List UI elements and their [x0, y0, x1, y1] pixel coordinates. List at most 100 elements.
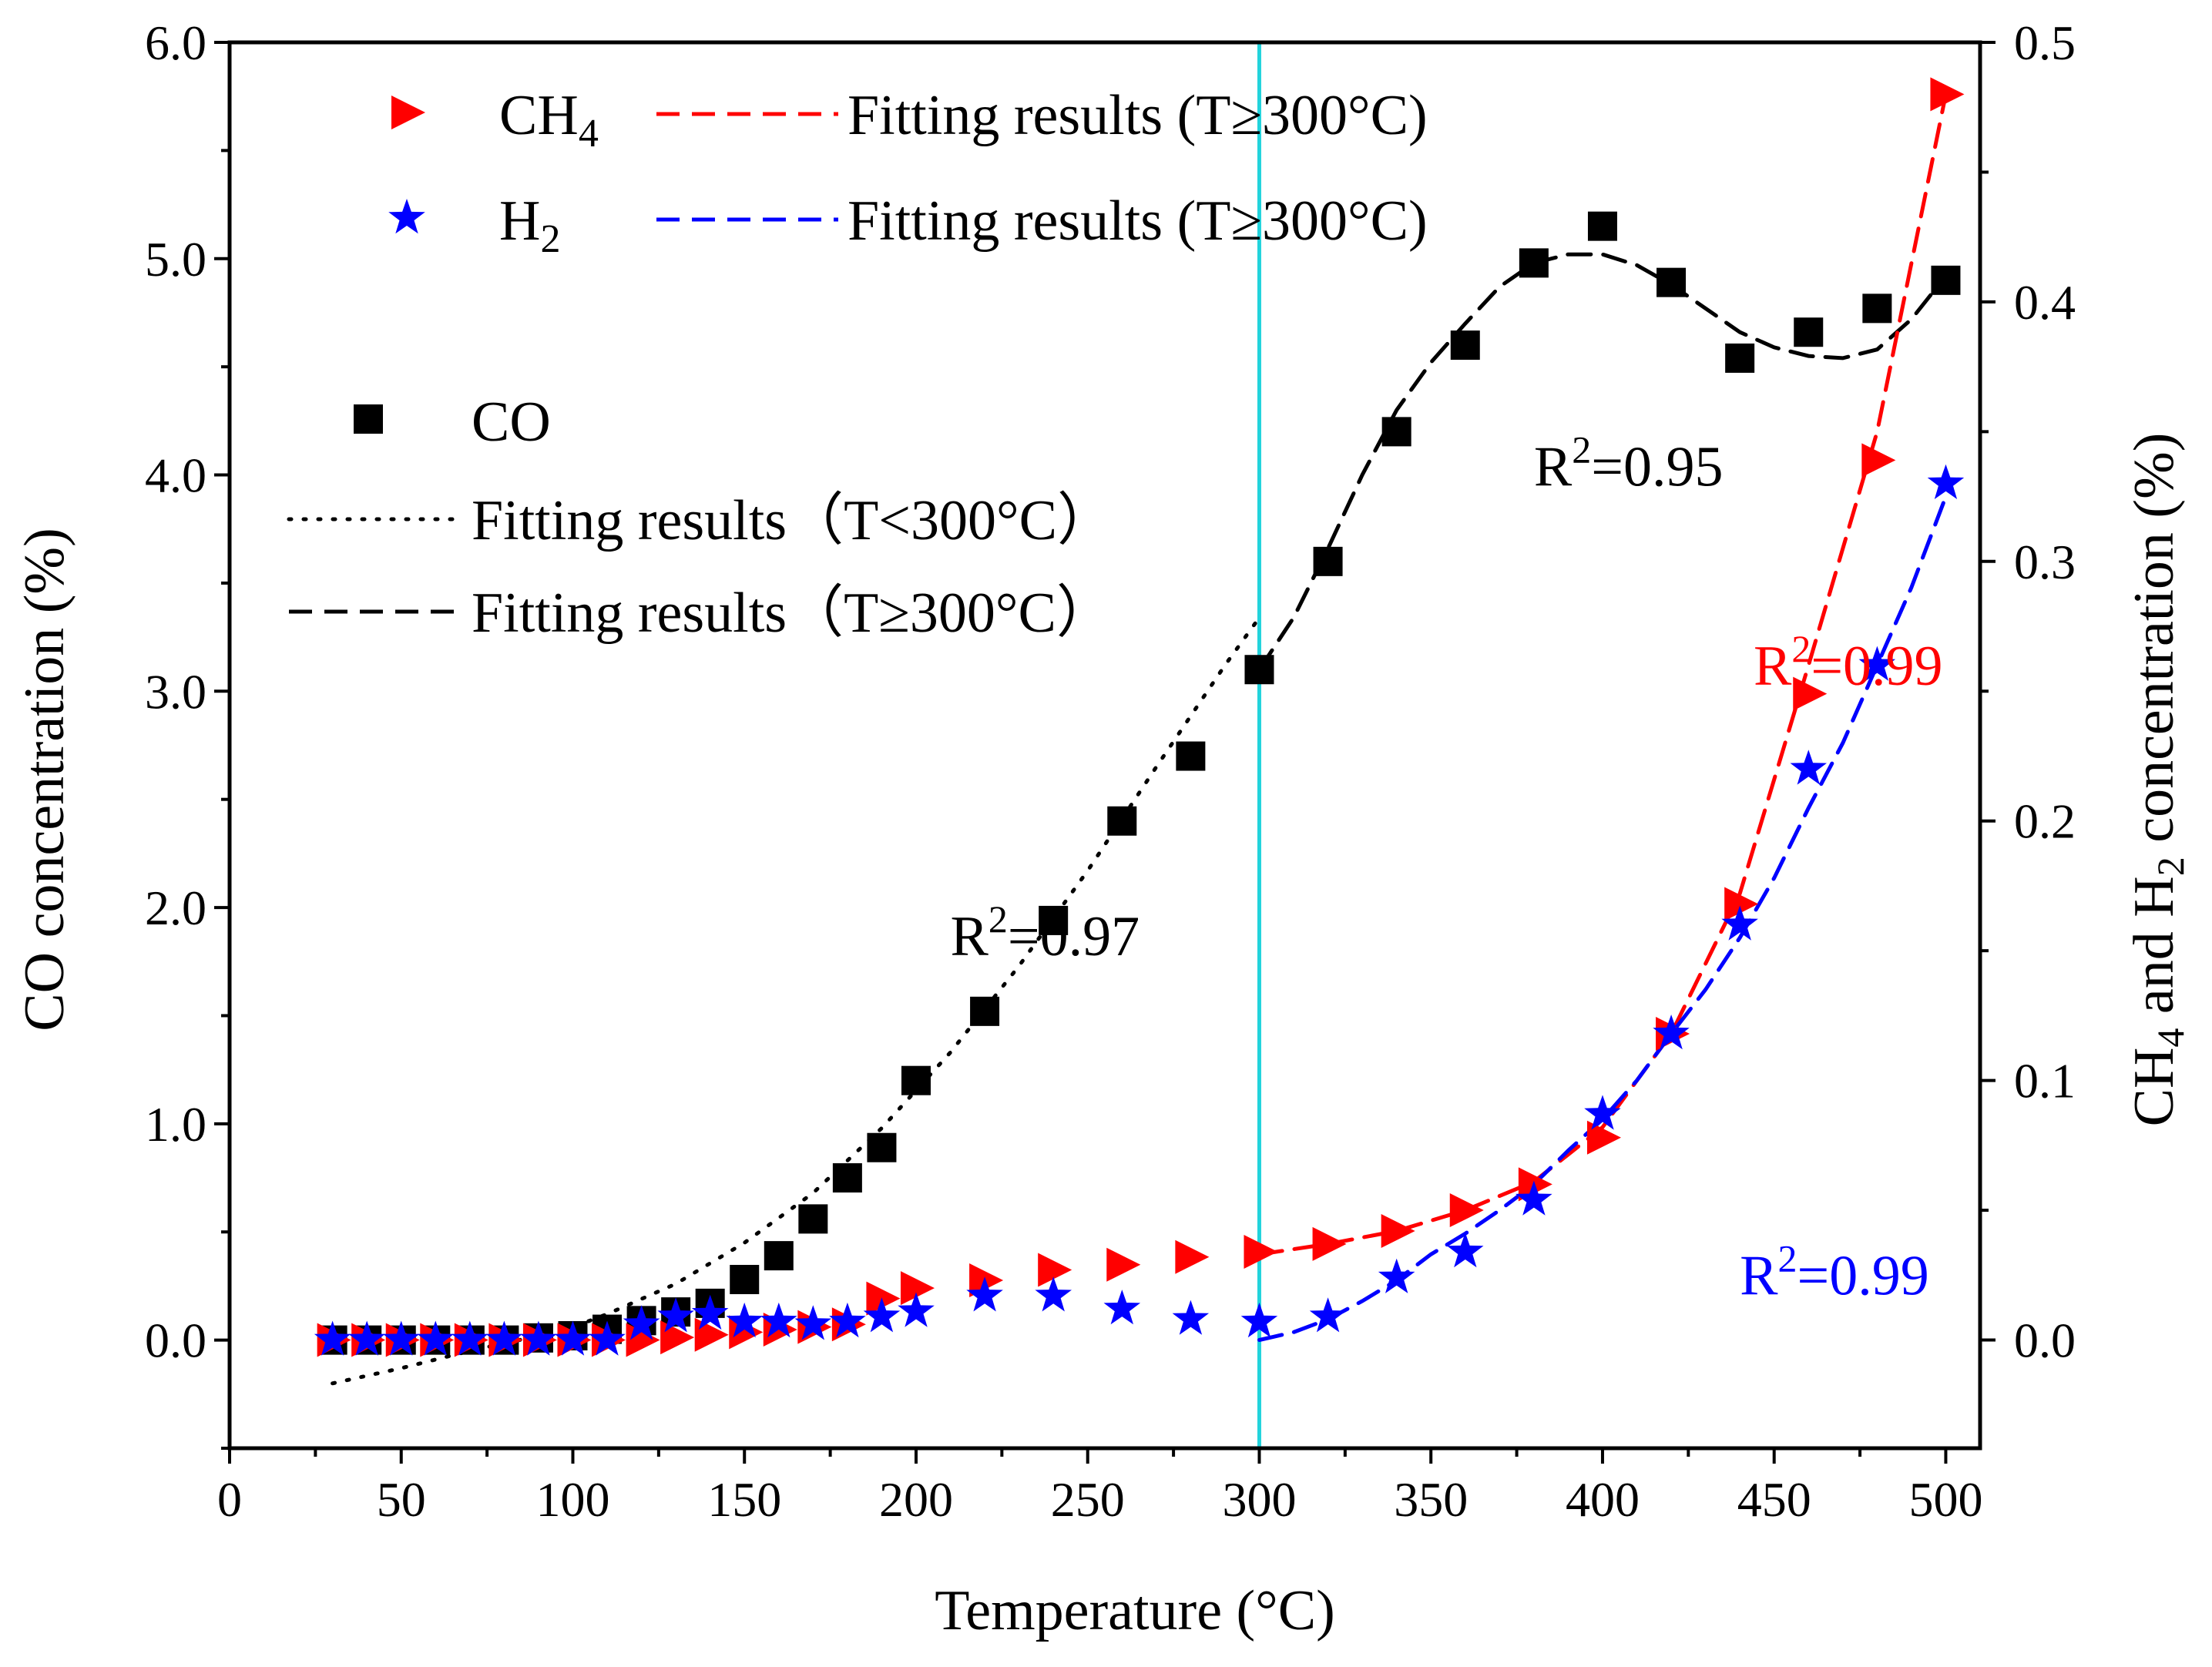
- legend-label-co: CO: [472, 391, 551, 454]
- x-axis-title: Temperature (°C): [935, 1579, 1335, 1642]
- CO-point: [1313, 546, 1343, 576]
- annotation-r: R: [1754, 635, 1792, 698]
- annotation-superscript: 2: [1778, 1237, 1797, 1280]
- left-y-axis-title: CO concentration (%): [13, 528, 76, 1031]
- CO-point: [970, 996, 1000, 1026]
- tick-labels: 0 50 100 150 200 250 300 350 400 450 500 0.0 1.0 2.0 3…: [145, 15, 2076, 1527]
- CO-point: [1176, 741, 1206, 771]
- x-tick-label: 500: [1908, 1472, 1982, 1527]
- H2-point: [383, 1320, 420, 1356]
- H2-point: [726, 1302, 763, 1338]
- CO-point: [1519, 248, 1549, 278]
- x-tick-label: 100: [535, 1472, 609, 1527]
- CO-point: [901, 1065, 931, 1095]
- r-squared-annotation: R2=0.97: [951, 897, 1140, 968]
- annotation-r: R: [1534, 436, 1573, 499]
- CH4-point: [1038, 1253, 1072, 1287]
- legend-marker-H2: [388, 199, 425, 234]
- CO-point: [1725, 343, 1755, 373]
- x-tick-label: 450: [1737, 1472, 1811, 1527]
- H2-point: [863, 1297, 901, 1333]
- H2-point: [1378, 1258, 1415, 1293]
- left-y-tick-label: 2.0: [145, 880, 206, 935]
- CH4-point: [1449, 1193, 1484, 1228]
- legend-label: CH4: [499, 84, 599, 156]
- H2-point: [794, 1305, 832, 1340]
- left-y-tick-label: 5.0: [145, 232, 206, 287]
- legend-label-sub: 2: [540, 217, 560, 261]
- legend-label-main: H: [499, 190, 540, 253]
- H2-point: [1309, 1297, 1347, 1333]
- H2-point: [1858, 646, 1896, 681]
- annotation-value: =0.99: [1797, 1245, 1929, 1308]
- CH4-point: [1861, 443, 1896, 478]
- fit-curve-2: [1257, 92, 1948, 1256]
- H2-point: [1516, 1180, 1552, 1216]
- H2-point: [1447, 1233, 1484, 1268]
- H2-point: [760, 1302, 797, 1338]
- H2-point: [898, 1292, 935, 1327]
- H2-point: [1103, 1290, 1141, 1325]
- right-y-tick-label: 0.3: [2014, 535, 2076, 589]
- legend-marker-CH4: [391, 96, 425, 129]
- legend-fit-label: Fitting results (T≥300°C): [848, 190, 1428, 253]
- legend-label-main: CH: [499, 84, 579, 147]
- H2-point: [417, 1320, 455, 1356]
- H2-point: [451, 1320, 488, 1356]
- CO-point: [798, 1204, 828, 1234]
- series-H2: [314, 464, 1965, 1356]
- annotation-superscript: 2: [989, 897, 1008, 941]
- right-y-title-part: CH: [2123, 1048, 2186, 1127]
- CO-point: [832, 1163, 862, 1193]
- H2-point: [314, 1320, 351, 1356]
- axis-ticks: [214, 41, 1995, 1464]
- plot-frame: [227, 40, 1982, 1451]
- CH4-point: [969, 1263, 1004, 1298]
- CO-point: [1794, 317, 1824, 347]
- x-tick-label: 300: [1222, 1472, 1296, 1527]
- legend-fit-label: Fitting results (T≥300°C): [848, 84, 1428, 147]
- left-y-tick-label: 0.0: [145, 1313, 206, 1368]
- CH4-point: [1586, 1120, 1621, 1155]
- legend-label-sub: 4: [579, 112, 599, 156]
- CH4-point: [1106, 1247, 1141, 1282]
- right-y-axis-title: CH4 and H2 concentration (%): [2123, 433, 2192, 1127]
- annotation-r: R: [1740, 1245, 1778, 1308]
- right-y-title-subscript: 2: [2149, 857, 2192, 876]
- H2-point: [1790, 750, 1827, 785]
- H2-point: [589, 1320, 626, 1356]
- CO-point: [1656, 267, 1687, 297]
- x-tick-label: 250: [1051, 1472, 1125, 1527]
- right-y-title-part: concentration (%): [2123, 433, 2186, 857]
- right-y-tick-label: 0.2: [2014, 794, 2076, 849]
- CO-point: [1587, 211, 1617, 241]
- CO-point: [1039, 905, 1069, 935]
- CH4-point: [1793, 676, 1828, 711]
- CH4-point: [1381, 1214, 1415, 1249]
- H2-point: [1721, 905, 1758, 941]
- legend-fit-below-label: Fitting results（T<300°C）: [472, 489, 1114, 552]
- fit-curve-3: [1257, 495, 1948, 1342]
- right-y-tick-label: 0.0: [2014, 1313, 2076, 1368]
- CO-point: [1381, 417, 1411, 447]
- left-y-tick-label: 1.0: [145, 1097, 206, 1152]
- x-tick-label: 50: [377, 1472, 426, 1527]
- x-tick-label: 0: [217, 1472, 242, 1527]
- CO-point: [1107, 806, 1137, 836]
- right-y-title-part: and H: [2123, 876, 2186, 1028]
- CO-point: [1244, 655, 1274, 685]
- axes-frame: [227, 40, 1982, 1451]
- x-tick-label: 200: [879, 1472, 953, 1527]
- r-squared-annotation: R2=0.99: [1740, 1237, 1929, 1308]
- H2-point: [348, 1320, 385, 1356]
- x-tick-label: 150: [707, 1472, 781, 1527]
- CO-point: [764, 1241, 794, 1271]
- legend: CH4 Fitting results (T≥300°C) H2 Fitting re…: [287, 84, 1428, 645]
- CO-point: [1862, 293, 1892, 324]
- r-squared-annotation: R2=0.95: [1534, 428, 1724, 499]
- CO-point: [867, 1132, 897, 1162]
- legend-label: H2: [499, 190, 560, 261]
- r-squared-annotation: R2=0.99: [1754, 627, 1943, 698]
